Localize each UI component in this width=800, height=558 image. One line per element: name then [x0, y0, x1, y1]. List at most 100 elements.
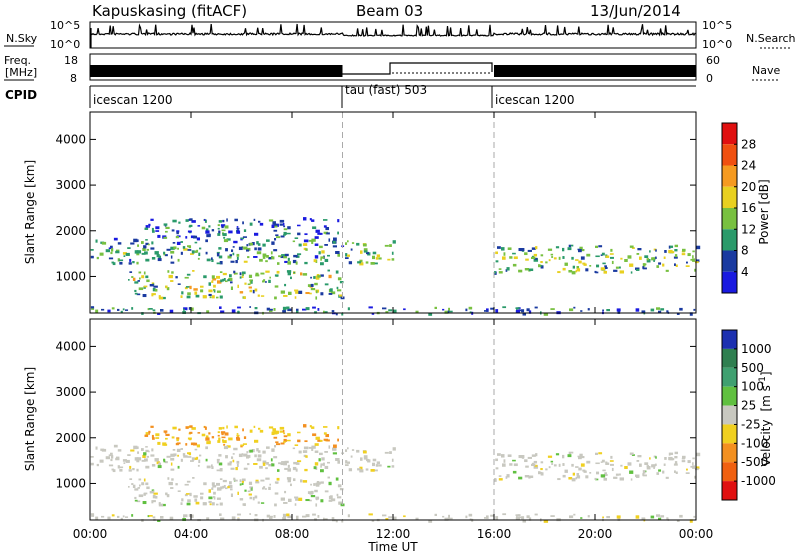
- velocity-echo-2: [314, 443, 319, 446]
- power-echo-4: [527, 249, 532, 252]
- velocity-colorbar-tick-label: 1000: [741, 342, 772, 356]
- velocity-echo-0: [235, 467, 238, 471]
- velocity-echo-1: [177, 490, 181, 492]
- velocity-echo-2: [189, 431, 193, 434]
- velocity-echo-1: [243, 503, 246, 507]
- power-echo-1: [143, 286, 146, 289]
- velocity-echo-1: [328, 481, 332, 486]
- velocity-echo-5: [331, 517, 335, 520]
- velocity-echo-0: [211, 466, 214, 470]
- velocity-echo-0: [328, 445, 331, 449]
- velocity-echo-3: [384, 451, 389, 454]
- velocity-echo-4: [654, 463, 657, 467]
- velocity-echo-0: [254, 454, 257, 458]
- power-echo-5: [220, 310, 225, 313]
- power-echo-5: [502, 306, 507, 309]
- power-echo-2: [315, 229, 320, 233]
- date-title: 13/Jun/2014: [590, 2, 681, 20]
- power-echo-1: [248, 286, 252, 289]
- velocity-echo-0: [96, 463, 99, 467]
- power-echo-1: [211, 280, 214, 283]
- power-echo-2: [224, 225, 229, 229]
- cpid-segment-1: icescan 1200: [93, 93, 172, 107]
- velocity-echo-5: [341, 519, 344, 523]
- frequency-bar-block-2: [494, 65, 696, 77]
- power-echo-0: [292, 240, 296, 243]
- velocity-echo-5: [635, 515, 640, 519]
- velocity-echo-4: [681, 457, 685, 460]
- velocity-echo-4: [575, 476, 578, 480]
- power-echo-1: [247, 283, 251, 286]
- power-echo-0: [146, 248, 150, 251]
- velocity-echo-2: [283, 438, 287, 442]
- power-echo-5: [302, 308, 307, 311]
- power-echo-0: [157, 258, 162, 262]
- velocity-echo-4: [675, 471, 678, 475]
- velocity-echo-2: [189, 425, 193, 428]
- power-echo-1: [225, 280, 228, 283]
- velocity-echo-4: [642, 473, 645, 476]
- velocity-echo-0: [150, 454, 155, 457]
- velocity-echo-5: [323, 518, 328, 520]
- velocity-echo-3: [356, 449, 360, 453]
- power-echo-4: [555, 246, 560, 249]
- frequency-unit: [MHz]: [5, 66, 37, 79]
- velocity-echo-2: [279, 426, 285, 430]
- power-echo-5: [434, 306, 437, 310]
- velocity-echo-0: [246, 456, 250, 459]
- velocity-echo-0: [170, 457, 175, 461]
- velocity-echo-4: [533, 466, 539, 469]
- velocity-echo-1: [254, 495, 258, 499]
- velocity-echo-4: [635, 474, 640, 477]
- power-echo-5: [388, 309, 393, 312]
- power-echo-1: [137, 280, 141, 282]
- velocity-echo-4: [653, 455, 657, 458]
- velocity-echo-5: [182, 518, 187, 521]
- power-echo-2: [297, 232, 301, 236]
- velocity-echo-3: [374, 469, 378, 472]
- velocity-echo-5: [385, 518, 389, 520]
- power-echoes: [90, 112, 701, 316]
- power-echo-0: [287, 261, 292, 265]
- power-colorbar-tick-label: 8: [741, 244, 749, 258]
- velocity-echo-4: [681, 460, 686, 463]
- power-echo-0: [180, 251, 183, 255]
- power-echo-2: [176, 230, 180, 233]
- power-echo-5: [317, 308, 320, 311]
- power-echo-1: [211, 275, 215, 279]
- power-echo-4: [524, 268, 530, 271]
- power-echo-5: [266, 307, 270, 311]
- power-echo-0: [134, 250, 139, 254]
- power-echo-1: [194, 291, 198, 295]
- velocity-echo-1: [185, 493, 190, 495]
- velocity-echo-0: [219, 468, 223, 472]
- power-echo-0: [327, 254, 330, 257]
- power-echo-4: [540, 254, 544, 257]
- power-echo-5: [331, 310, 335, 313]
- power-echo-1: [320, 292, 324, 296]
- velocity-echo-0: [183, 455, 188, 458]
- power-echo-0: [137, 244, 140, 247]
- power-echo-0: [219, 261, 223, 265]
- velocity-echo-1: [132, 484, 136, 488]
- power-echo-0: [116, 249, 120, 252]
- velocity-echo-3: [345, 464, 349, 467]
- velocity-colorbar-tick-label: -100: [741, 436, 768, 450]
- power-echo-4: [687, 253, 691, 257]
- power-echo-4: [629, 245, 634, 248]
- velocity-echo-4: [613, 476, 618, 479]
- power-echo-4: [609, 253, 614, 255]
- power-echo-4: [602, 262, 606, 265]
- velocity-echo-4: [695, 466, 700, 470]
- velocity-echo-1: [139, 484, 141, 487]
- velocity-echo-4: [629, 452, 634, 455]
- power-echo-4: [644, 255, 649, 258]
- velocity-echo-1: [158, 502, 161, 505]
- velocity-echo-1: [307, 491, 312, 494]
- power-echo-0: [112, 262, 116, 266]
- power-echo-0: [314, 255, 319, 259]
- power-echo-3: [366, 251, 369, 255]
- power-echo-5: [160, 309, 164, 312]
- power-echo-4: [553, 257, 557, 260]
- velocity-colorbar-swatch: [722, 386, 737, 406]
